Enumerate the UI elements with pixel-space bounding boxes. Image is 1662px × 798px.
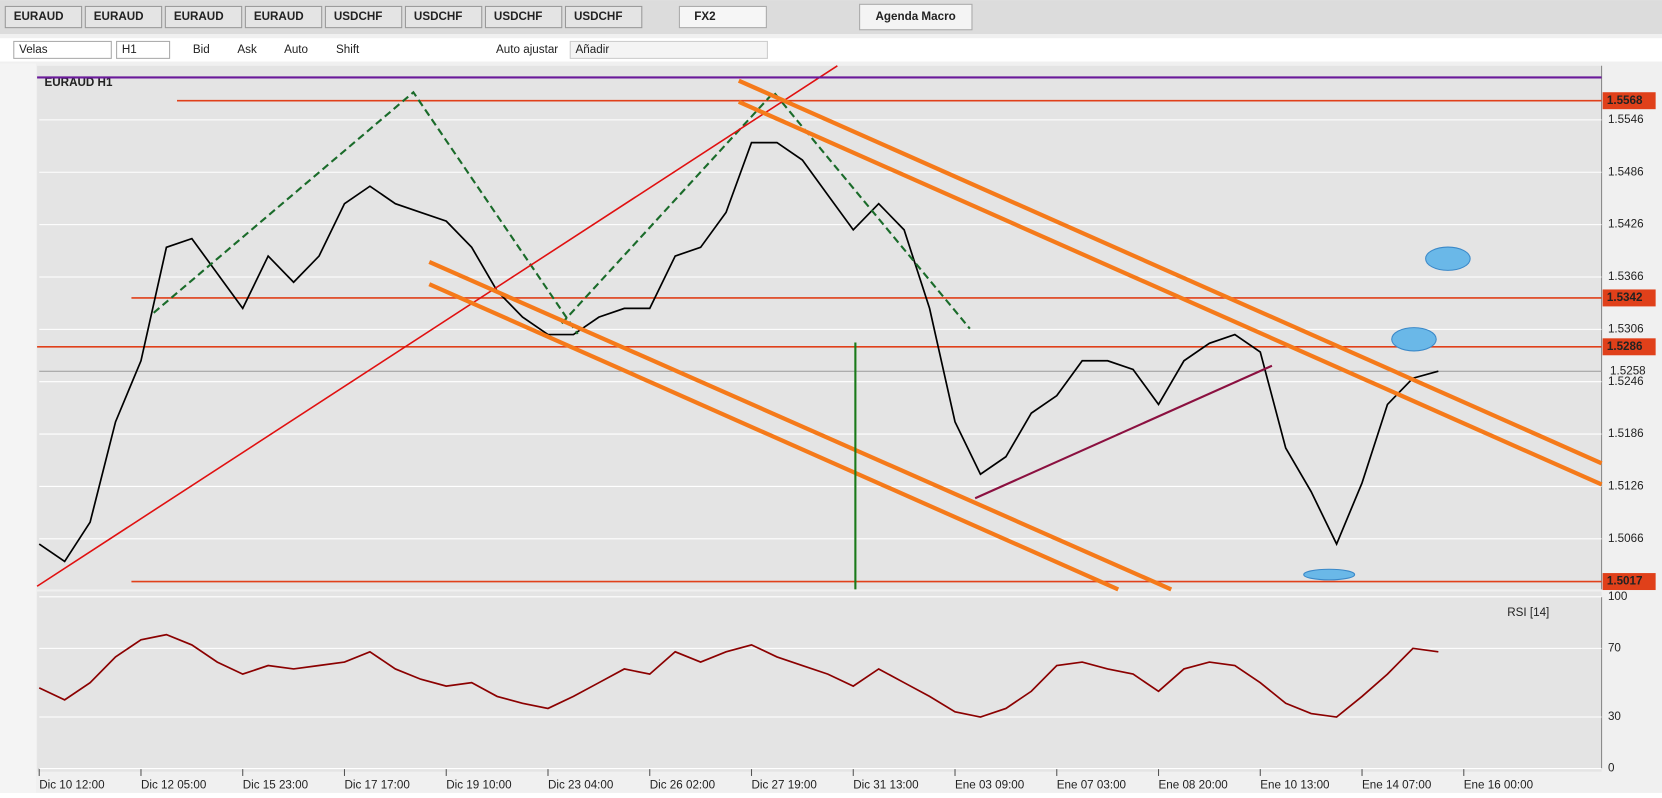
y-tick-label: 1.5486 bbox=[1608, 165, 1644, 178]
chart-type: Velas bbox=[19, 43, 48, 56]
y-tick-label: 1.5126 bbox=[1608, 480, 1644, 493]
period-select[interactable] bbox=[116, 40, 171, 59]
level-tag bbox=[1602, 573, 1656, 591]
last-price-label: 1.5258 bbox=[1610, 364, 1646, 377]
trend-line bbox=[36, 65, 838, 587]
x-tick-label: Ene 03 09:00 bbox=[955, 779, 1025, 792]
tab[interactable] bbox=[564, 5, 643, 29]
auto-toggle[interactable]: Auto bbox=[284, 43, 308, 56]
zigzag bbox=[153, 90, 579, 335]
rsi-pane bbox=[37, 591, 1602, 772]
tab[interactable] bbox=[404, 5, 483, 29]
tab-label: EURAUD bbox=[174, 10, 224, 23]
y-tick-label: 30 bbox=[1608, 710, 1621, 723]
channel-line bbox=[428, 259, 1173, 592]
x-tick-label: Ene 10 13:00 bbox=[1260, 779, 1330, 792]
tab-label: EURAUD bbox=[94, 10, 144, 23]
panel-title: Agenda Macro bbox=[876, 10, 956, 23]
x-tick-label: Ene 16 00:00 bbox=[1464, 779, 1534, 792]
tabs: EURAUD EURAUD EURAUD EURAUD USDCHF USDCHF USDC… bbox=[4, 5, 643, 29]
add-input[interactable] bbox=[569, 40, 768, 59]
y-tick-label: 1.5546 bbox=[1608, 113, 1644, 126]
panel-tab[interactable] bbox=[859, 3, 973, 31]
marker bbox=[1303, 568, 1356, 581]
x-tick-label: Dic 19 10:00 bbox=[446, 779, 512, 792]
price-pane bbox=[37, 65, 1602, 590]
level-label: 1.5568 bbox=[1607, 94, 1643, 107]
level-label: 1.5017 bbox=[1607, 575, 1643, 588]
channel-line bbox=[737, 78, 1603, 466]
marker bbox=[1391, 327, 1437, 352]
x-tick-label: Dic 10 12:00 bbox=[39, 779, 105, 792]
annotations bbox=[36, 65, 1603, 592]
y-tick-label: 1.5186 bbox=[1608, 427, 1644, 440]
chart-title: RSI [14] bbox=[1507, 606, 1549, 619]
y-tick-label: 1.5246 bbox=[1608, 375, 1644, 388]
chart-type-select[interactable] bbox=[13, 40, 112, 59]
tab[interactable] bbox=[324, 5, 403, 29]
period: H1 bbox=[122, 43, 137, 56]
tab-label: EURAUD bbox=[254, 10, 304, 23]
series-line bbox=[38, 633, 1439, 718]
zigzag bbox=[560, 90, 971, 330]
x-tick-label: Ene 07 03:00 bbox=[1057, 779, 1127, 792]
tab[interactable] bbox=[244, 5, 323, 29]
y-tick-label: 1.5426 bbox=[1608, 218, 1644, 231]
series-line bbox=[38, 141, 1439, 563]
add-placeholder: Añadir bbox=[576, 43, 610, 56]
y-tick-label: 100 bbox=[1608, 590, 1628, 603]
x-tick-label: Dic 17 17:00 bbox=[344, 779, 410, 792]
y-tick-label: 70 bbox=[1608, 641, 1621, 654]
x-tick-label: Dic 23 04:00 bbox=[548, 779, 614, 792]
x-tick-label: Dic 31 13:00 bbox=[853, 779, 919, 792]
bid-toggle[interactable]: Bid bbox=[193, 43, 210, 56]
level-tag bbox=[1602, 92, 1656, 110]
shift-toggle[interactable]: Shift bbox=[336, 43, 360, 56]
tab[interactable] bbox=[164, 5, 243, 29]
toolbar bbox=[0, 38, 1662, 62]
auto-fit-toggle[interactable]: Auto ajustar bbox=[496, 43, 558, 56]
tab[interactable] bbox=[84, 5, 163, 29]
x-tick-label: Ene 08 20:00 bbox=[1159, 779, 1229, 792]
y-tick-label: 1.5306 bbox=[1608, 322, 1644, 335]
x-tick-label: Dic 12 05:00 bbox=[141, 779, 207, 792]
marker bbox=[1425, 246, 1471, 271]
tab-label: USDCHF bbox=[494, 10, 543, 23]
channel-line bbox=[428, 282, 1120, 592]
x-tick-label: Dic 26 02:00 bbox=[650, 779, 716, 792]
tab-label: USDCHF bbox=[414, 10, 463, 23]
tab-label: USDCHF bbox=[334, 10, 383, 23]
chart-title: EURAUD H1 bbox=[45, 76, 113, 89]
y-tick-label: 1.5066 bbox=[1608, 532, 1644, 545]
support-line bbox=[974, 364, 1273, 500]
tab-label: USDCHF bbox=[574, 10, 623, 23]
level-label: 1.5286 bbox=[1607, 340, 1643, 353]
level-tag bbox=[1602, 338, 1656, 356]
x-tick-label: Dic 27 19:00 bbox=[752, 779, 818, 792]
tab-label: EURAUD bbox=[14, 10, 64, 23]
channel-line bbox=[737, 99, 1603, 487]
y-tick-label: 1.5366 bbox=[1608, 270, 1644, 283]
workspace: FX2 bbox=[694, 10, 716, 23]
y-tick-label: 0 bbox=[1608, 762, 1615, 775]
ask-toggle[interactable]: Ask bbox=[237, 43, 257, 56]
level-label: 1.5342 bbox=[1607, 291, 1643, 304]
tab[interactable] bbox=[4, 5, 83, 29]
drawing-tools bbox=[0, 63, 37, 793]
workspace-select[interactable] bbox=[678, 5, 767, 29]
level-tag bbox=[1602, 289, 1656, 307]
tab[interactable] bbox=[484, 5, 563, 29]
x-tick-label: Ene 14 07:00 bbox=[1362, 779, 1432, 792]
x-tick-label: Dic 15 23:00 bbox=[243, 779, 309, 792]
